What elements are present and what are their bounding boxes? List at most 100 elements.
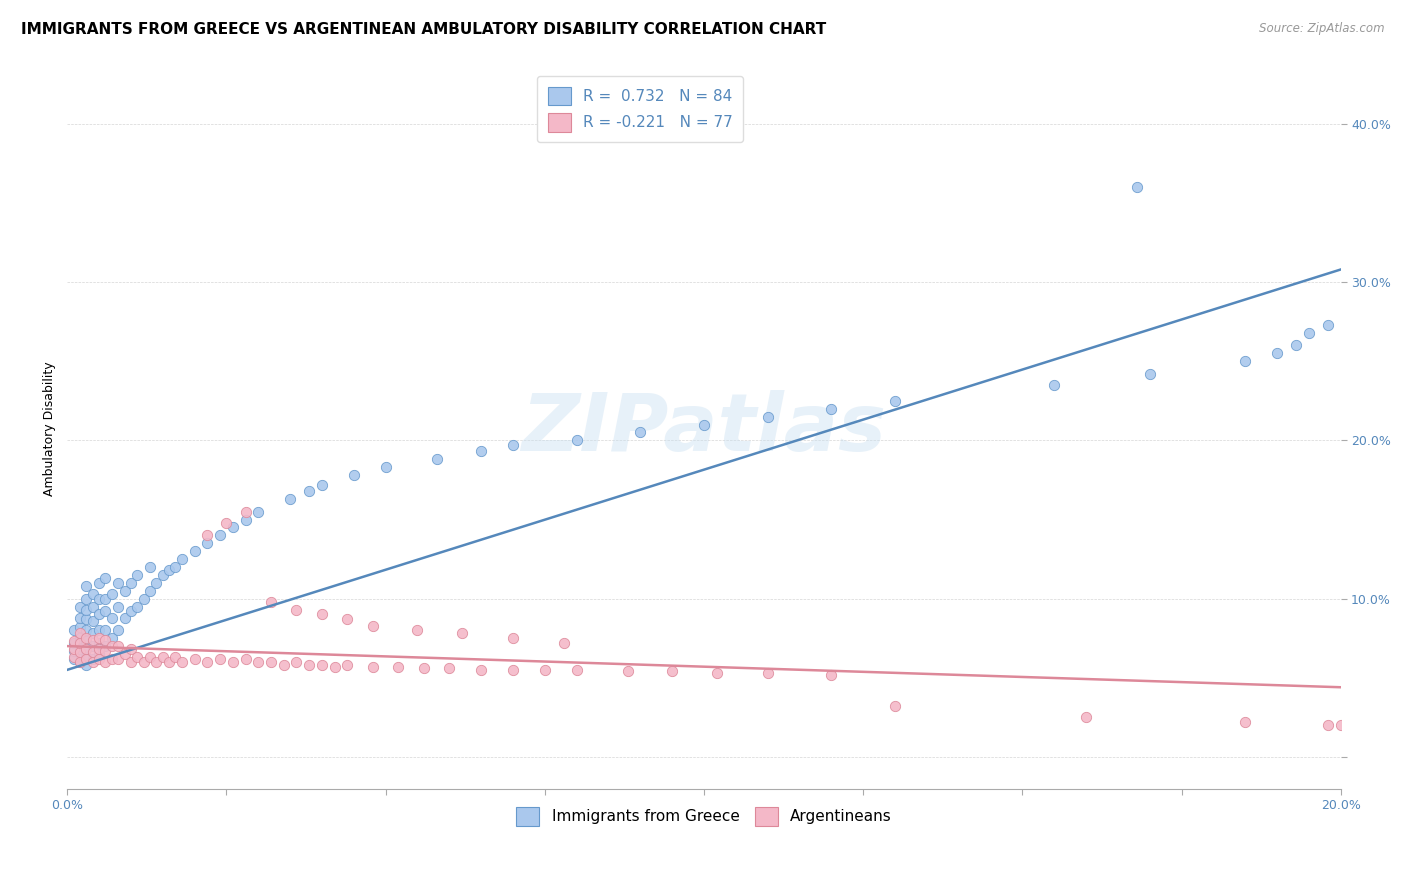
Point <box>412 661 434 675</box>
Point <box>209 528 232 542</box>
Point <box>195 536 218 550</box>
Point <box>75 612 97 626</box>
Point <box>502 663 524 677</box>
Y-axis label: Ambulatory Disability: Ambulatory Disability <box>44 361 56 496</box>
Point <box>195 528 218 542</box>
Point <box>132 591 155 606</box>
Point <box>69 645 91 659</box>
Point <box>285 655 308 669</box>
Point <box>82 655 104 669</box>
Point <box>114 583 136 598</box>
Point <box>260 595 283 609</box>
Point <box>298 658 321 673</box>
Point <box>114 610 136 624</box>
Point <box>374 460 396 475</box>
Point <box>170 552 193 566</box>
Point <box>439 661 461 675</box>
Point <box>94 591 117 606</box>
Point <box>69 655 91 669</box>
Point <box>1234 714 1257 729</box>
Point <box>260 655 283 669</box>
Point <box>82 632 104 647</box>
Point <box>139 583 162 598</box>
Point <box>222 655 245 669</box>
Point <box>157 563 180 577</box>
Point <box>75 634 97 648</box>
Point <box>87 647 110 661</box>
Point <box>107 599 129 614</box>
Point <box>553 636 575 650</box>
Point <box>69 610 91 624</box>
Point <box>120 604 142 618</box>
Point <box>107 652 129 666</box>
Point <box>94 604 117 618</box>
Point <box>69 647 91 661</box>
Point <box>343 468 366 483</box>
Point <box>127 568 149 582</box>
Point <box>195 655 218 669</box>
Point <box>311 607 333 622</box>
Point <box>470 663 492 677</box>
Point <box>165 650 187 665</box>
Point <box>565 434 588 448</box>
Point <box>82 626 104 640</box>
Point <box>820 667 842 681</box>
Point <box>87 636 110 650</box>
Point <box>502 631 524 645</box>
Point <box>616 665 638 679</box>
Point <box>152 568 174 582</box>
Point <box>1074 710 1097 724</box>
Point <box>1317 318 1340 332</box>
Point <box>82 645 104 659</box>
Legend: Immigrants from Greece, Argentineans: Immigrants from Greece, Argentineans <box>508 798 901 835</box>
Point <box>87 652 110 666</box>
Point <box>145 575 167 590</box>
Point <box>247 505 270 519</box>
Point <box>75 642 97 657</box>
Point <box>1330 718 1353 732</box>
Point <box>87 591 110 606</box>
Point <box>82 652 104 666</box>
Point <box>69 620 91 634</box>
Point <box>107 624 129 638</box>
Point <box>323 659 346 673</box>
Point <box>62 636 84 650</box>
Point <box>82 614 104 628</box>
Point <box>278 491 301 506</box>
Point <box>94 639 117 653</box>
Point <box>170 655 193 669</box>
Point <box>661 665 683 679</box>
Point <box>62 642 84 657</box>
Point <box>94 624 117 638</box>
Point <box>82 639 104 653</box>
Point <box>69 599 91 614</box>
Point <box>387 659 409 673</box>
Point <box>361 618 384 632</box>
Point <box>222 520 245 534</box>
Point <box>361 659 384 673</box>
Point <box>235 652 257 666</box>
Point <box>107 639 129 653</box>
Point <box>87 607 110 622</box>
Point <box>69 626 91 640</box>
Point <box>247 655 270 669</box>
Point <box>145 655 167 669</box>
Point <box>756 409 779 424</box>
Point <box>75 603 97 617</box>
Point <box>69 636 91 650</box>
Point <box>75 631 97 645</box>
Point <box>120 575 142 590</box>
Point <box>139 560 162 574</box>
Point <box>139 650 162 665</box>
Point <box>209 652 232 666</box>
Point <box>120 655 142 669</box>
Point <box>69 655 91 669</box>
Point <box>82 587 104 601</box>
Point <box>183 652 205 666</box>
Point <box>101 631 124 645</box>
Point <box>406 624 429 638</box>
Point <box>285 603 308 617</box>
Point <box>94 571 117 585</box>
Point <box>565 663 588 677</box>
Point <box>87 631 110 645</box>
